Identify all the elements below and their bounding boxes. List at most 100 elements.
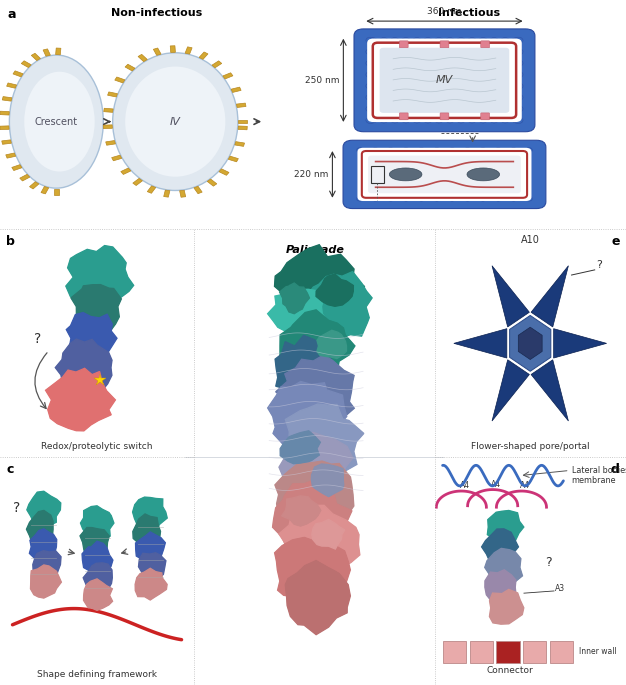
Text: b: b [6, 236, 15, 249]
Circle shape [446, 38, 454, 44]
Polygon shape [21, 61, 31, 68]
FancyBboxPatch shape [354, 29, 535, 132]
Text: ?: ? [34, 332, 42, 347]
Circle shape [366, 105, 374, 112]
Polygon shape [275, 461, 354, 534]
Circle shape [501, 116, 510, 123]
Polygon shape [207, 179, 217, 186]
FancyBboxPatch shape [481, 113, 490, 120]
Polygon shape [316, 274, 353, 306]
Circle shape [368, 116, 377, 123]
FancyBboxPatch shape [379, 48, 509, 113]
Circle shape [515, 60, 523, 66]
Polygon shape [108, 92, 118, 97]
Circle shape [413, 116, 421, 123]
Text: 220 nm: 220 nm [294, 170, 329, 179]
Polygon shape [275, 336, 338, 401]
Polygon shape [138, 54, 147, 62]
Polygon shape [490, 589, 524, 624]
Text: a: a [8, 8, 16, 21]
Text: A4: A4 [460, 481, 470, 490]
Polygon shape [111, 155, 121, 161]
Polygon shape [285, 404, 364, 480]
Polygon shape [41, 186, 49, 194]
Text: Inner wall: Inner wall [579, 647, 617, 656]
Polygon shape [80, 527, 110, 558]
Polygon shape [485, 570, 516, 606]
Circle shape [357, 196, 363, 201]
Polygon shape [228, 156, 239, 162]
Circle shape [366, 49, 374, 55]
Polygon shape [185, 47, 192, 54]
Text: A10: A10 [521, 236, 540, 245]
Text: Non-infectious: Non-infectious [111, 8, 202, 18]
Polygon shape [238, 126, 247, 129]
Polygon shape [55, 339, 112, 398]
Circle shape [433, 196, 440, 201]
Polygon shape [29, 529, 57, 566]
Circle shape [515, 49, 523, 55]
Polygon shape [272, 480, 352, 557]
Polygon shape [305, 272, 372, 339]
Circle shape [366, 117, 374, 123]
Polygon shape [518, 327, 542, 360]
Polygon shape [285, 560, 351, 634]
Polygon shape [135, 569, 167, 600]
Circle shape [366, 71, 374, 78]
Text: 360 nm: 360 nm [427, 7, 462, 16]
Polygon shape [147, 186, 156, 193]
Polygon shape [531, 360, 568, 421]
Circle shape [366, 95, 374, 101]
Polygon shape [133, 514, 160, 547]
FancyBboxPatch shape [440, 41, 449, 48]
Circle shape [479, 116, 488, 123]
Polygon shape [199, 52, 208, 60]
FancyBboxPatch shape [443, 641, 466, 663]
Text: A3: A3 [555, 584, 565, 593]
Text: 250 nm: 250 nm [305, 76, 339, 85]
Text: Connector: Connector [487, 666, 533, 675]
Circle shape [480, 148, 486, 153]
Text: e: e [611, 236, 620, 249]
Circle shape [515, 37, 523, 44]
Circle shape [357, 148, 363, 153]
Circle shape [449, 148, 456, 153]
Circle shape [387, 196, 394, 201]
Circle shape [372, 148, 379, 153]
FancyBboxPatch shape [368, 155, 521, 193]
Polygon shape [125, 64, 135, 71]
Polygon shape [81, 506, 114, 538]
Circle shape [515, 105, 523, 112]
Polygon shape [31, 53, 41, 60]
Polygon shape [492, 360, 530, 421]
Polygon shape [31, 565, 61, 598]
Circle shape [391, 116, 399, 123]
Polygon shape [71, 285, 121, 333]
Polygon shape [3, 97, 12, 101]
Circle shape [515, 95, 523, 101]
Polygon shape [279, 506, 360, 582]
Circle shape [464, 148, 471, 153]
Text: A4: A4 [491, 479, 501, 488]
Polygon shape [82, 541, 113, 577]
Circle shape [468, 38, 476, 44]
Polygon shape [43, 49, 50, 56]
Circle shape [372, 196, 379, 201]
Ellipse shape [125, 66, 225, 177]
Polygon shape [13, 71, 23, 77]
Text: ?: ? [545, 556, 552, 569]
Circle shape [490, 38, 498, 44]
FancyBboxPatch shape [367, 38, 522, 122]
Circle shape [525, 196, 532, 201]
Polygon shape [20, 175, 30, 181]
Polygon shape [153, 48, 161, 55]
Polygon shape [510, 315, 551, 371]
Polygon shape [6, 153, 16, 158]
Polygon shape [136, 532, 165, 566]
Polygon shape [492, 266, 530, 327]
Polygon shape [133, 497, 167, 529]
Text: Redox/proteolytic switch: Redox/proteolytic switch [41, 443, 153, 451]
Polygon shape [275, 536, 351, 606]
FancyBboxPatch shape [399, 41, 408, 48]
Text: Shape defining framework: Shape defining framework [37, 670, 157, 679]
